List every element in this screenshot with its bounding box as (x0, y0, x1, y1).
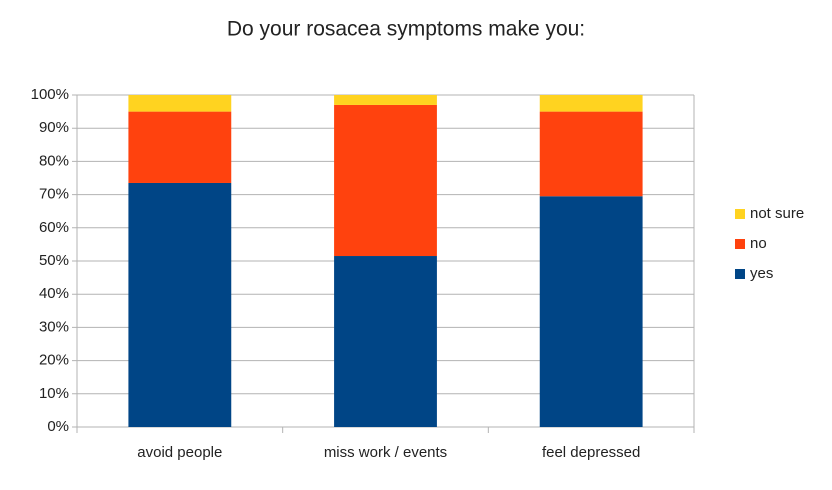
y-tick-label: 50% (39, 252, 69, 269)
x-tick-label: avoid people (137, 444, 222, 461)
y-tick-label: 100% (31, 86, 69, 103)
y-tick-label: 70% (39, 186, 69, 203)
y-tick-label: 60% (39, 219, 69, 236)
y-tick-label: 0% (47, 418, 69, 435)
bar-segment (539, 95, 643, 112)
y-tick-label: 90% (39, 119, 69, 136)
y-tick-label: 30% (39, 318, 69, 335)
bar-segment (334, 104, 437, 257)
y-tick-label: 10% (39, 385, 69, 402)
bar-segment (539, 111, 643, 197)
bar-segment (128, 111, 232, 183)
legend-label: not sure (750, 205, 804, 222)
legend-swatch (735, 269, 745, 279)
legend-label: yes (750, 265, 773, 282)
legend-swatch (735, 239, 745, 249)
y-tick-label: 40% (39, 285, 69, 302)
y-tick-label: 80% (39, 152, 69, 169)
legend-label: no (750, 235, 767, 252)
bar-segment (334, 256, 437, 427)
x-tick-label: feel depressed (542, 444, 640, 461)
bar-segment (334, 95, 437, 105)
bar-segment (128, 95, 232, 112)
legend-swatch (735, 209, 745, 219)
chart-title: Do your rosacea symptoms make you: (227, 18, 585, 41)
y-tick-label: 20% (39, 352, 69, 369)
bar-segment (128, 182, 232, 427)
bar-segment (539, 196, 643, 427)
x-tick-label: miss work / events (324, 444, 447, 461)
